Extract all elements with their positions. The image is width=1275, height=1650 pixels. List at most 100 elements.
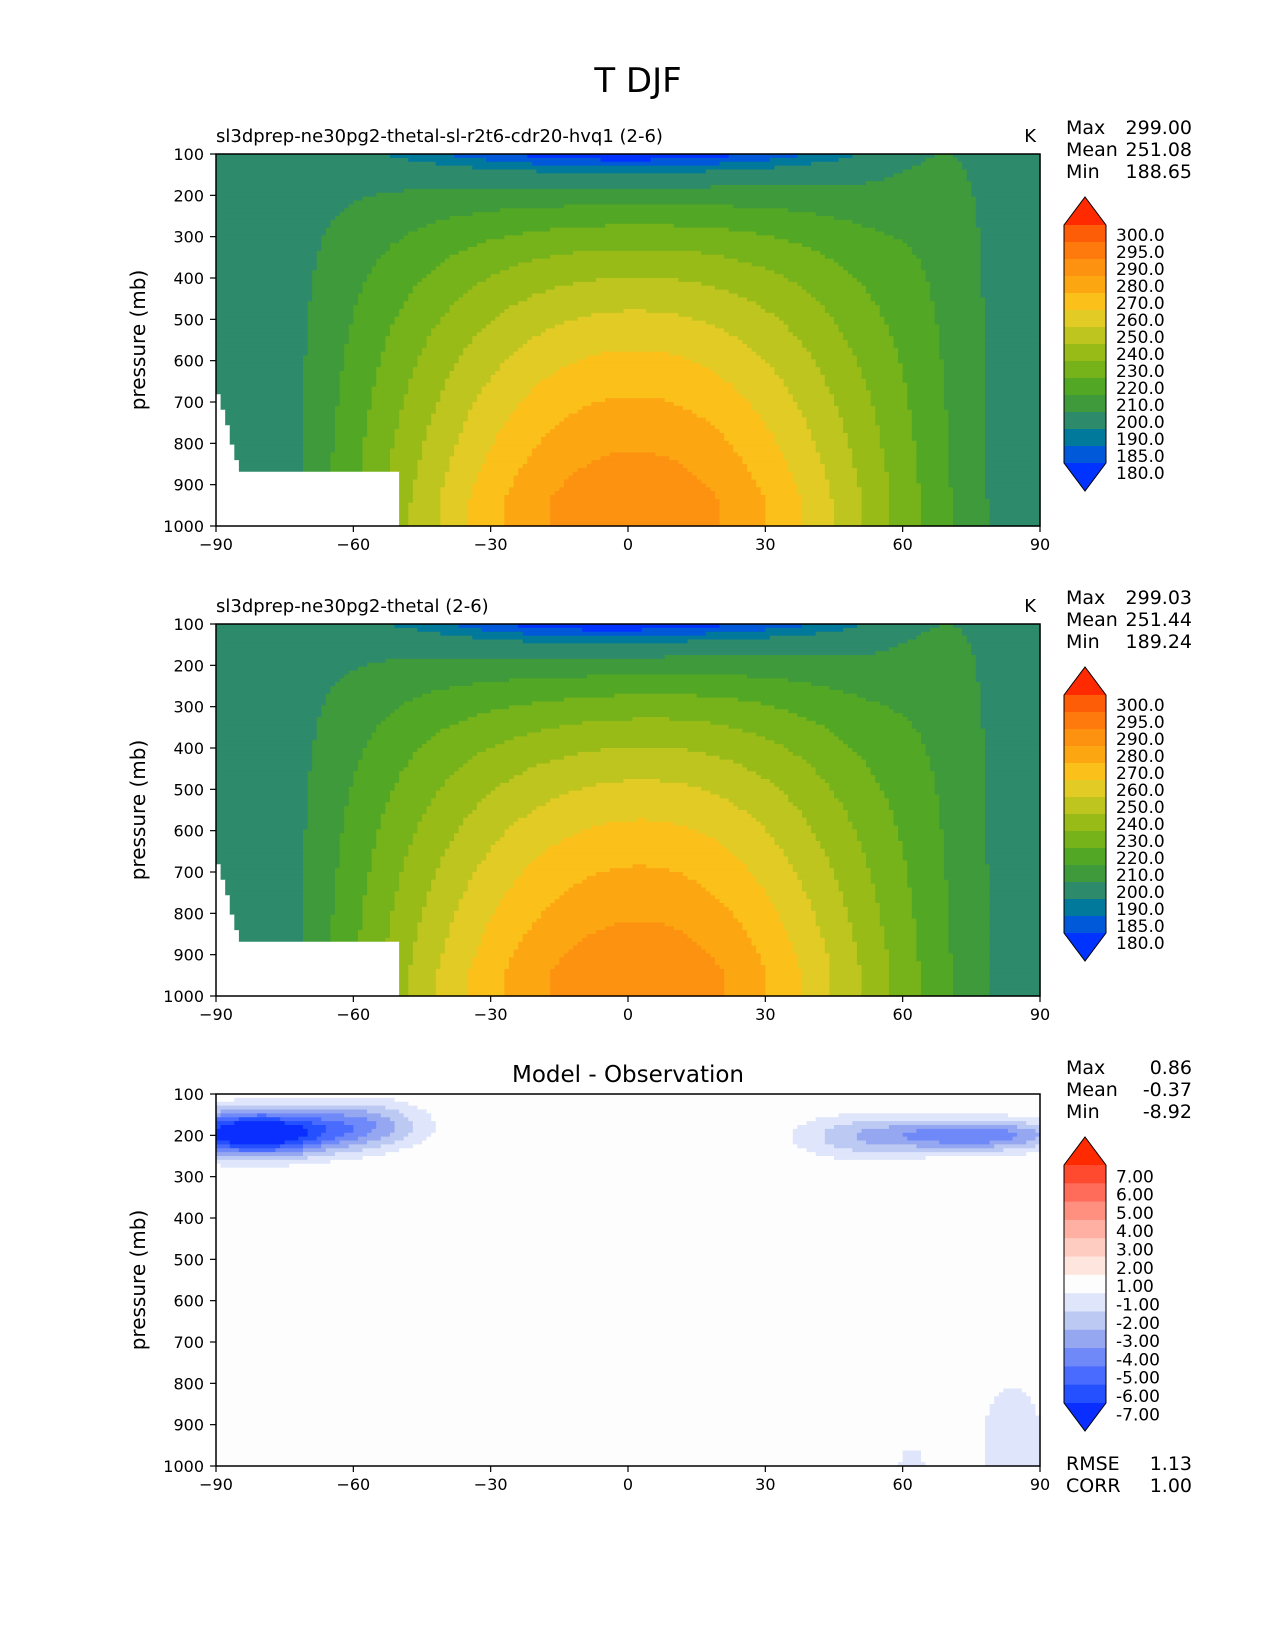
contour-cell [522,934,588,939]
contour-cell [449,216,835,221]
contour-cell [985,841,1041,846]
contour-cell [834,868,872,873]
contour-cell [431,689,844,695]
contour-cell [985,413,1041,419]
contour-cell [792,332,844,337]
contour-cell [985,844,1041,850]
colorbar-extend-max [1064,197,1106,225]
colorbar-label: 230.0 [1116,362,1165,382]
contour-cell [673,926,744,931]
colorbar-label: 2.00 [1116,1259,1154,1279]
contour-cell [843,266,922,271]
contour-cell [916,635,968,641]
contour-cell [907,386,945,391]
contour-cell [307,813,345,819]
contour-cell [751,471,794,477]
contour-cell [417,748,487,753]
contour-cell [225,879,304,885]
contour-cell [843,899,876,904]
contour-cell [714,837,776,842]
contour-cell [399,883,432,889]
contour-cell [907,875,945,881]
contour-cell [216,724,318,730]
contour-cell [888,510,922,515]
contour-cell [389,1132,409,1138]
contour-cell [357,759,409,765]
contour-cell [1021,1388,1041,1393]
contour-cell [856,837,899,842]
contour-cell [815,833,858,838]
contour-cell [930,755,986,761]
contour-cell [815,771,872,776]
contour-cell [380,1144,414,1149]
contour-cell [435,402,473,407]
contour-cell [829,495,863,500]
contour-cell [330,219,437,225]
contour-cell [911,914,950,920]
contour-cell [985,806,1041,811]
contour-cell [985,394,1041,399]
contour-cell [426,806,478,811]
contour-cell [330,456,364,461]
contour-cell [888,976,922,982]
contour-cell [765,825,812,830]
contour-cell [371,848,409,854]
contour-cell [985,732,1041,737]
contour-cell [975,655,1041,660]
contour-cell [577,409,693,415]
contour-cell [504,421,560,426]
contour-cell [463,347,519,353]
contour-cell [925,274,982,279]
contour-cell [765,309,826,314]
contour-cell [504,506,551,512]
contour-cell [806,717,908,722]
contour-cell [856,941,885,947]
contour-cell [426,274,492,279]
contour-cell [216,837,304,842]
contour-cell [463,293,533,298]
contour-cell [216,483,400,488]
contour-cell [216,748,313,753]
contour-cell [422,693,615,699]
contour-cell [870,767,931,772]
contour-cell [344,1121,377,1126]
contour-cell [467,972,505,978]
y-tick-label: 100 [173,1085,204,1104]
contour-cell [216,309,309,314]
contour-cell [408,1117,432,1122]
colorbar-label: -5.00 [1116,1369,1160,1389]
contour-cell [307,309,354,314]
contour-cell [742,860,789,865]
y-tick-label: 700 [173,863,204,882]
contour-cell [216,305,309,310]
contour-cell [907,883,950,889]
contour-cell [948,899,991,904]
contour-cell [536,444,734,450]
contour-cell [362,910,391,916]
contour-cell [545,802,734,807]
contour-cell [989,992,1041,997]
contour-cell [797,1125,835,1130]
contour-cell [701,250,821,256]
contour-cell [701,945,757,951]
contour-cell [985,320,1041,326]
contour-cell [962,627,1041,633]
contour-cell [806,891,844,896]
contour-cell [463,817,519,823]
contour-cell [829,491,863,496]
contour-cell [861,514,890,519]
contour-cell [412,751,478,757]
contour-cell [920,522,954,527]
contour-cell [879,906,913,912]
contour-cell [1035,1407,1041,1413]
contour-cell [481,860,533,865]
contour-cell [975,670,1041,675]
contour-cell [714,285,803,291]
contour-cell [737,697,867,703]
contour-cell [765,425,808,430]
contour-cell [774,841,821,846]
contour-cell [444,386,483,391]
contour-cell [985,297,1041,302]
contour-cell [953,953,991,958]
contour-cell [307,343,345,349]
